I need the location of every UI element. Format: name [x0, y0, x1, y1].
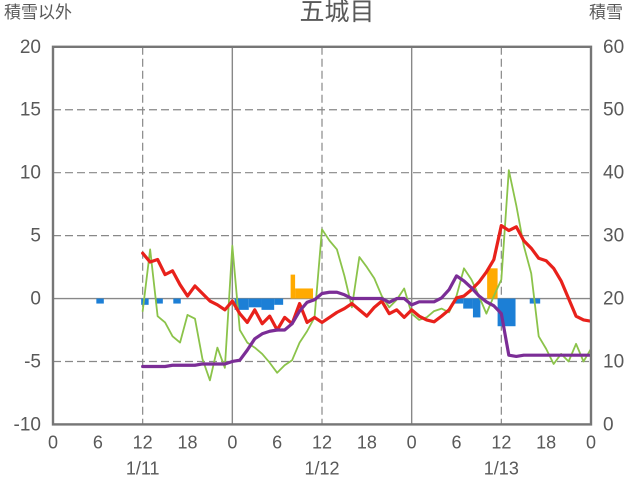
- svg-text:10: 10: [20, 163, 41, 184]
- svg-text:18: 18: [536, 432, 556, 452]
- svg-text:0: 0: [407, 432, 417, 452]
- svg-text:6: 6: [272, 432, 282, 452]
- svg-text:1/12: 1/12: [304, 458, 339, 478]
- svg-text:50: 50: [603, 100, 624, 121]
- svg-text:40: 40: [603, 163, 624, 184]
- svg-text:0: 0: [586, 432, 596, 452]
- svg-text:15: 15: [20, 100, 41, 121]
- svg-text:5: 5: [30, 226, 41, 247]
- svg-text:6: 6: [93, 432, 103, 452]
- svg-text:30: 30: [603, 226, 624, 247]
- svg-text:0: 0: [603, 414, 614, 435]
- svg-text:10: 10: [603, 351, 624, 372]
- svg-text:0: 0: [30, 289, 41, 310]
- svg-text:0: 0: [48, 432, 58, 452]
- svg-text:20: 20: [20, 37, 41, 58]
- svg-text:1/13: 1/13: [484, 458, 519, 478]
- svg-text:-10: -10: [14, 414, 41, 435]
- svg-text:6: 6: [451, 432, 461, 452]
- svg-text:五城目: 五城目: [299, 0, 374, 26]
- svg-text:積雪: 積雪: [589, 3, 623, 22]
- svg-text:-5: -5: [24, 351, 41, 372]
- svg-text:60: 60: [603, 37, 624, 58]
- svg-text:積雪以外: 積雪以外: [4, 3, 72, 22]
- svg-text:20: 20: [603, 289, 624, 310]
- svg-text:12: 12: [133, 432, 153, 452]
- svg-text:0: 0: [227, 432, 237, 452]
- svg-text:12: 12: [491, 432, 511, 452]
- svg-text:18: 18: [357, 432, 377, 452]
- svg-text:1/11: 1/11: [126, 458, 160, 478]
- svg-text:12: 12: [312, 432, 332, 452]
- svg-text:18: 18: [177, 432, 197, 452]
